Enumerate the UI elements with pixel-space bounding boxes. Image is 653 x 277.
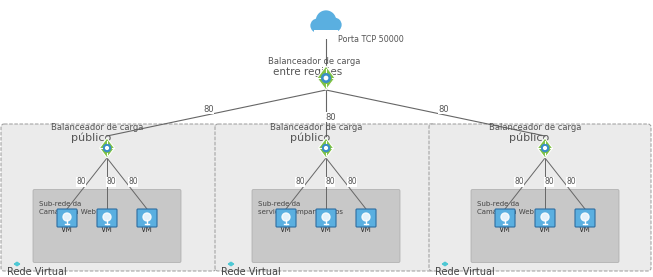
- Text: 80: 80: [326, 112, 336, 122]
- Text: VM: VM: [539, 225, 551, 235]
- Text: 80: 80: [566, 178, 576, 186]
- Circle shape: [362, 213, 370, 221]
- Circle shape: [323, 23, 335, 35]
- Text: Balanceador de carga: Balanceador de carga: [489, 124, 581, 132]
- Text: 80: 80: [203, 104, 214, 114]
- Circle shape: [541, 144, 549, 152]
- FancyBboxPatch shape: [356, 209, 376, 227]
- Circle shape: [541, 213, 549, 221]
- FancyBboxPatch shape: [575, 209, 595, 227]
- Text: VM: VM: [499, 225, 511, 235]
- Text: VM: VM: [280, 225, 292, 235]
- FancyBboxPatch shape: [535, 209, 555, 227]
- Polygon shape: [537, 138, 552, 158]
- Circle shape: [106, 147, 108, 149]
- Text: Rede Virtual: Rede Virtual: [435, 267, 495, 277]
- Circle shape: [63, 213, 71, 221]
- Text: 80: 80: [347, 178, 357, 186]
- Text: entre regiões: entre regiões: [274, 67, 343, 77]
- Polygon shape: [319, 138, 334, 158]
- FancyBboxPatch shape: [57, 209, 77, 227]
- Text: Sub-rede da
serviços compartilhados: Sub-rede da serviços compartilhados: [258, 201, 343, 215]
- FancyBboxPatch shape: [314, 30, 338, 39]
- Circle shape: [310, 19, 325, 33]
- Circle shape: [581, 213, 589, 221]
- FancyBboxPatch shape: [97, 209, 117, 227]
- Text: 80: 80: [128, 178, 138, 186]
- FancyBboxPatch shape: [137, 209, 157, 227]
- Circle shape: [316, 10, 336, 31]
- Circle shape: [322, 74, 330, 82]
- Text: 80: 80: [106, 178, 116, 186]
- Text: 80: 80: [76, 178, 86, 186]
- Text: Rede Virtual: Rede Virtual: [221, 267, 281, 277]
- Text: VM: VM: [61, 225, 73, 235]
- Circle shape: [103, 144, 110, 152]
- Text: Rede Virtual: Rede Virtual: [7, 267, 67, 277]
- Circle shape: [325, 147, 327, 149]
- Text: Balanceador de carga: Balanceador de carga: [270, 124, 362, 132]
- Circle shape: [501, 213, 509, 221]
- Circle shape: [321, 25, 332, 36]
- Text: 80: 80: [325, 178, 335, 186]
- Text: público: público: [71, 133, 111, 143]
- Text: 80: 80: [514, 178, 524, 186]
- FancyBboxPatch shape: [276, 209, 296, 227]
- Polygon shape: [99, 138, 114, 158]
- Circle shape: [103, 213, 111, 221]
- Circle shape: [282, 213, 290, 221]
- FancyBboxPatch shape: [215, 124, 435, 271]
- Circle shape: [325, 76, 328, 80]
- Text: público: público: [290, 133, 330, 143]
- Circle shape: [317, 23, 329, 35]
- Circle shape: [543, 147, 547, 149]
- Text: Sub-rede da
Camada da Web: Sub-rede da Camada da Web: [39, 201, 96, 215]
- Text: VM: VM: [141, 225, 153, 235]
- Text: público: público: [509, 133, 549, 143]
- FancyBboxPatch shape: [495, 209, 515, 227]
- FancyBboxPatch shape: [471, 189, 619, 263]
- Circle shape: [143, 213, 151, 221]
- Text: VM: VM: [320, 225, 332, 235]
- Text: Sub-rede da
Camada da Web: Sub-rede da Camada da Web: [477, 201, 534, 215]
- Circle shape: [322, 213, 330, 221]
- Text: VM: VM: [579, 225, 591, 235]
- FancyBboxPatch shape: [1, 124, 216, 271]
- Circle shape: [327, 18, 342, 32]
- Text: 80: 80: [438, 104, 449, 114]
- FancyBboxPatch shape: [33, 189, 181, 263]
- FancyBboxPatch shape: [429, 124, 651, 271]
- Polygon shape: [317, 66, 335, 90]
- Text: Balanceador de carga: Balanceador de carga: [268, 58, 360, 66]
- Text: 80: 80: [295, 178, 305, 186]
- Text: VM: VM: [360, 225, 372, 235]
- Text: VM: VM: [101, 225, 113, 235]
- FancyBboxPatch shape: [316, 209, 336, 227]
- Circle shape: [323, 144, 330, 152]
- FancyBboxPatch shape: [252, 189, 400, 263]
- Text: 80: 80: [544, 178, 554, 186]
- Text: Balanceador de carga: Balanceador de carga: [51, 124, 143, 132]
- Text: Porta TCP 50000: Porta TCP 50000: [338, 35, 404, 45]
